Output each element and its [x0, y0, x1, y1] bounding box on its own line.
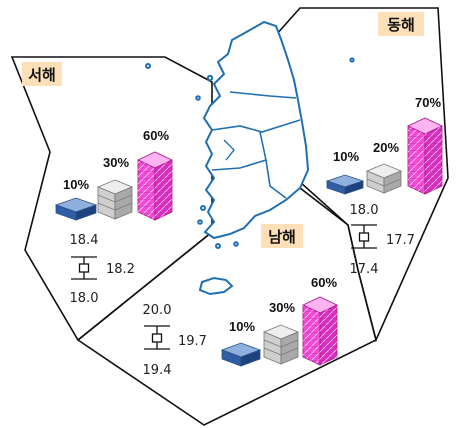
share-block-gray: [262, 324, 300, 365]
svg-text:서해: 서해: [28, 66, 56, 84]
east-range-mid: 17.7: [386, 233, 415, 248]
region-label-south: 남해: [261, 224, 303, 248]
share-block-blue: [220, 342, 262, 367]
share-block-blue: [325, 174, 365, 195]
south-range-mid: 19.7: [178, 334, 207, 349]
share-block-pink: [302, 296, 338, 366]
west-share-blocks: 10% 30% 60%: [54, 128, 173, 221]
east-range-max: 18.0: [350, 203, 379, 218]
west-share-label-1: 10%: [63, 177, 89, 192]
west-range-mid: 18.2: [106, 262, 135, 277]
west-share-label-2: 30%: [103, 155, 129, 170]
west-share-label-3: 60%: [143, 128, 169, 143]
svg-text:동해: 동해: [387, 16, 415, 34]
east-share-label-3: 70%: [415, 95, 441, 110]
share-block-gray: [365, 163, 403, 194]
share-block-pink: [407, 117, 443, 195]
south-share-label-3: 60%: [311, 275, 337, 290]
korea-map: [145, 20, 355, 296]
south-range-max: 20.0: [143, 303, 172, 318]
east-share-label-1: 10%: [333, 149, 359, 164]
east-range-min: 17.4: [350, 262, 379, 277]
share-block-gray: [96, 179, 134, 220]
share-block-blue: [54, 197, 98, 221]
south-range-min: 19.4: [143, 363, 172, 378]
east-range-indicator: 18.0 17.7 17.4: [350, 203, 415, 277]
south-share-label-2: 30%: [269, 300, 295, 315]
west-range-indicator: 18.4 18.2 18.0: [70, 233, 135, 306]
region-label-east: 동해: [378, 12, 424, 36]
west-range-min: 18.0: [70, 291, 99, 306]
svg-text:남해: 남해: [268, 228, 296, 246]
region-label-west: 서해: [22, 62, 62, 86]
south-share-blocks: 10% 30% 60%: [220, 275, 338, 367]
east-share-label-2: 20%: [373, 140, 399, 155]
west-range-max: 18.4: [70, 233, 99, 248]
share-block-pink: [137, 151, 173, 221]
south-range-indicator: 20.0 19.7 19.4: [143, 303, 207, 378]
east-share-blocks: 10% 20% 70%: [325, 95, 443, 195]
jeju-island: [198, 276, 234, 296]
south-share-label-1: 10%: [229, 319, 255, 334]
